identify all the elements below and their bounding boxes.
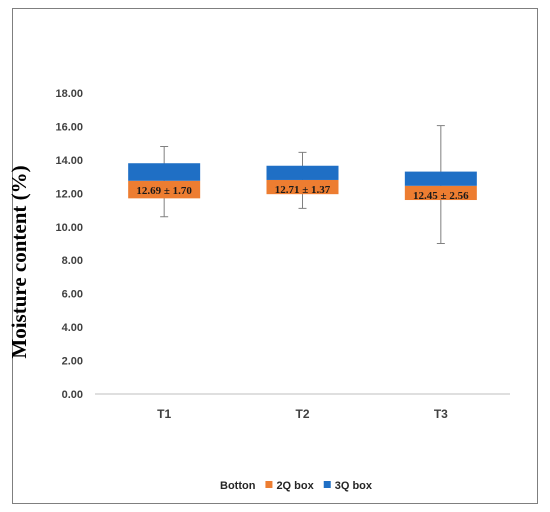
y-tick-label: 12.00 — [55, 188, 83, 200]
data-label: 12.45 ± 2.56 — [413, 190, 469, 202]
legend-item: 2Q box — [276, 480, 314, 492]
q3-box — [404, 171, 477, 186]
x-category-label: T3 — [434, 407, 448, 421]
q2-box — [128, 180, 201, 199]
y-axis-label: Moisture content (%) — [7, 165, 31, 358]
legend-item: 3Q box — [335, 480, 373, 492]
y-tick-label: 18.00 — [55, 88, 83, 100]
legend-swatch — [265, 481, 273, 488]
q3-box — [128, 163, 201, 181]
y-tick-label: 6.00 — [62, 289, 83, 301]
y-tick-label: 10.00 — [55, 222, 83, 234]
x-category-label: T2 — [295, 407, 309, 421]
y-tick-label: 4.00 — [62, 322, 83, 334]
y-tick-label: 2.00 — [62, 356, 83, 368]
y-tick-label: 8.00 — [62, 255, 83, 267]
box-t1: 12.69 ± 1.70 T1 — [128, 146, 201, 421]
plot-area: 0.00 2.00 4.00 6.00 8.00 10.00 12.00 14.00 16.00… — [55, 88, 510, 421]
q2-box — [404, 185, 477, 201]
q2-box — [266, 179, 339, 195]
y-tick-label: 16.00 — [55, 121, 83, 133]
y-tick-label: 0.00 — [62, 389, 83, 401]
q3-box — [266, 165, 339, 180]
data-label: 12.69 ± 1.70 — [136, 185, 192, 197]
legend: Botton 2Q box 3Q box — [220, 480, 373, 492]
data-label: 12.71 ± 1.37 — [275, 184, 331, 196]
legend-swatch — [323, 481, 331, 488]
x-category-label: T1 — [157, 407, 171, 421]
y-tick-label: 14.00 — [55, 155, 83, 167]
chart-frame — [12, 8, 538, 504]
legend-item: Botton — [220, 480, 256, 492]
box-t3: 12.45 ± 2.56 T3 — [404, 125, 477, 421]
box-t2: 12.71 ± 1.37 T2 — [266, 151, 339, 421]
